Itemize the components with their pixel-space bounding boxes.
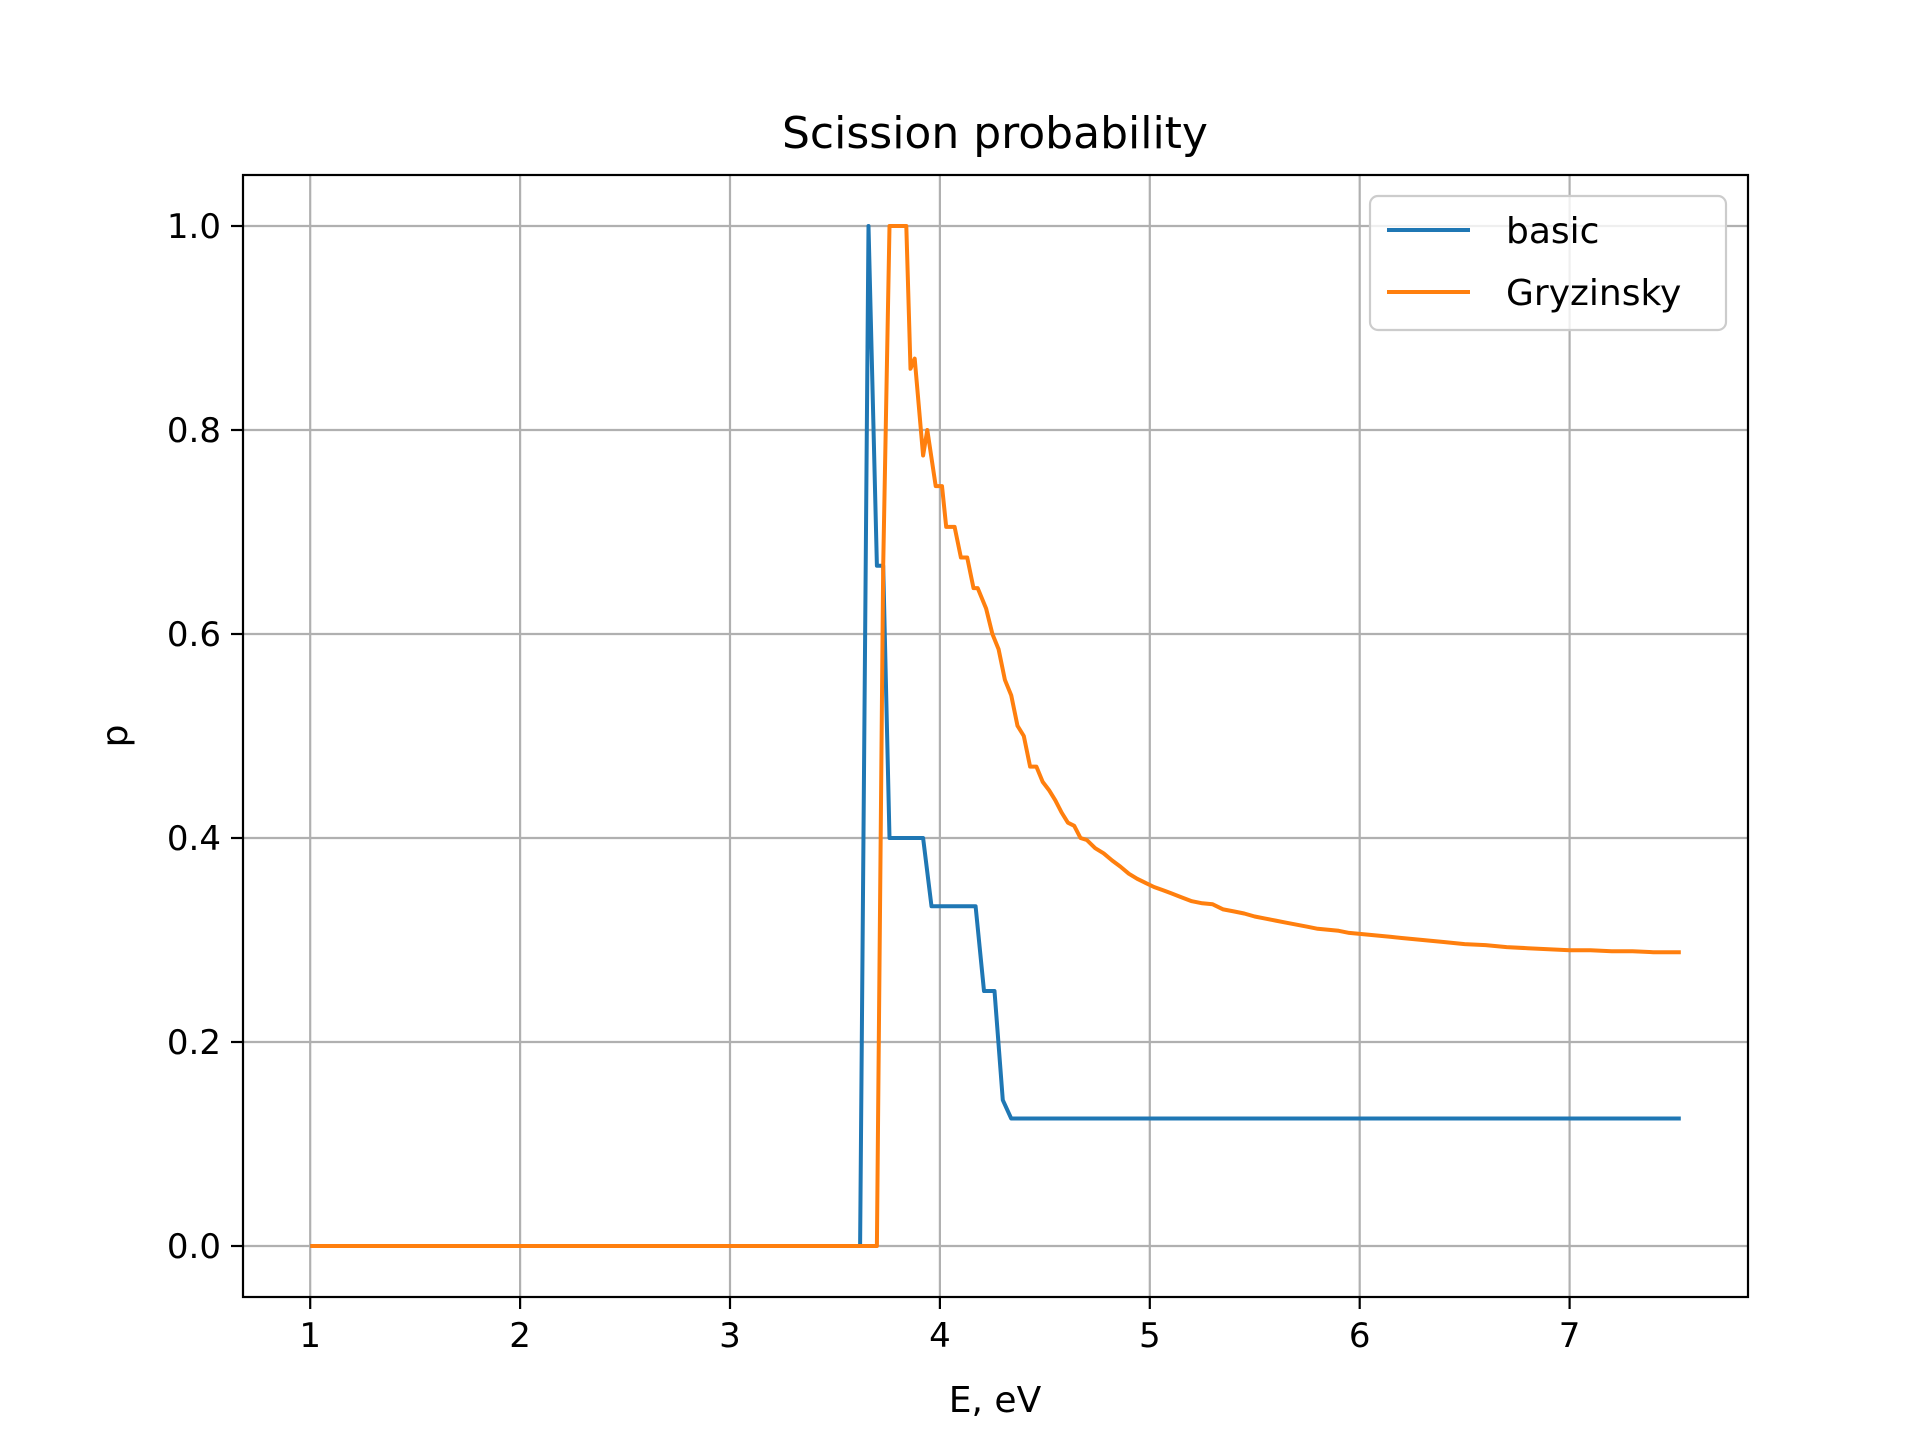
legend-label-basic: basic — [1506, 211, 1599, 252]
y-tick-label: 1.0 — [167, 207, 221, 247]
y-tick-label: 0.0 — [167, 1227, 221, 1267]
chart-title: Scission probability — [782, 108, 1208, 159]
x-axis-label: E, eV — [949, 1380, 1042, 1421]
x-tick-label: 2 — [509, 1316, 531, 1356]
y-tick-label: 0.2 — [167, 1023, 221, 1063]
x-tick-label: 3 — [719, 1316, 741, 1356]
x-tick-label: 4 — [929, 1316, 951, 1356]
series-line-gryzinsky — [310, 224, 1681, 1248]
x-tick-label: 5 — [1139, 1316, 1161, 1356]
legend-label-gryzinsky: Gryzinsky — [1506, 273, 1681, 314]
y-tick-label: 0.4 — [167, 819, 221, 859]
x-tick-label: 7 — [1559, 1316, 1581, 1356]
x-tick-label: 6 — [1349, 1316, 1371, 1356]
ticks: 1 2 3 4 5 6 7 0.0 0.2 0.4 0.6 0.8 1.0 — [167, 207, 1580, 1356]
x-tick-label: 1 — [299, 1316, 321, 1356]
y-tick-label: 0.8 — [167, 411, 221, 451]
series-layer — [310, 224, 1681, 1248]
y-tick-label: 0.6 — [167, 615, 221, 655]
plot-frame — [241, 173, 1750, 1299]
legend: basic Gryzinsky — [1368, 194, 1728, 332]
plot-background — [243, 175, 1748, 1297]
series-line-basic — [310, 224, 1681, 1248]
y-axis-label: p — [95, 725, 136, 748]
